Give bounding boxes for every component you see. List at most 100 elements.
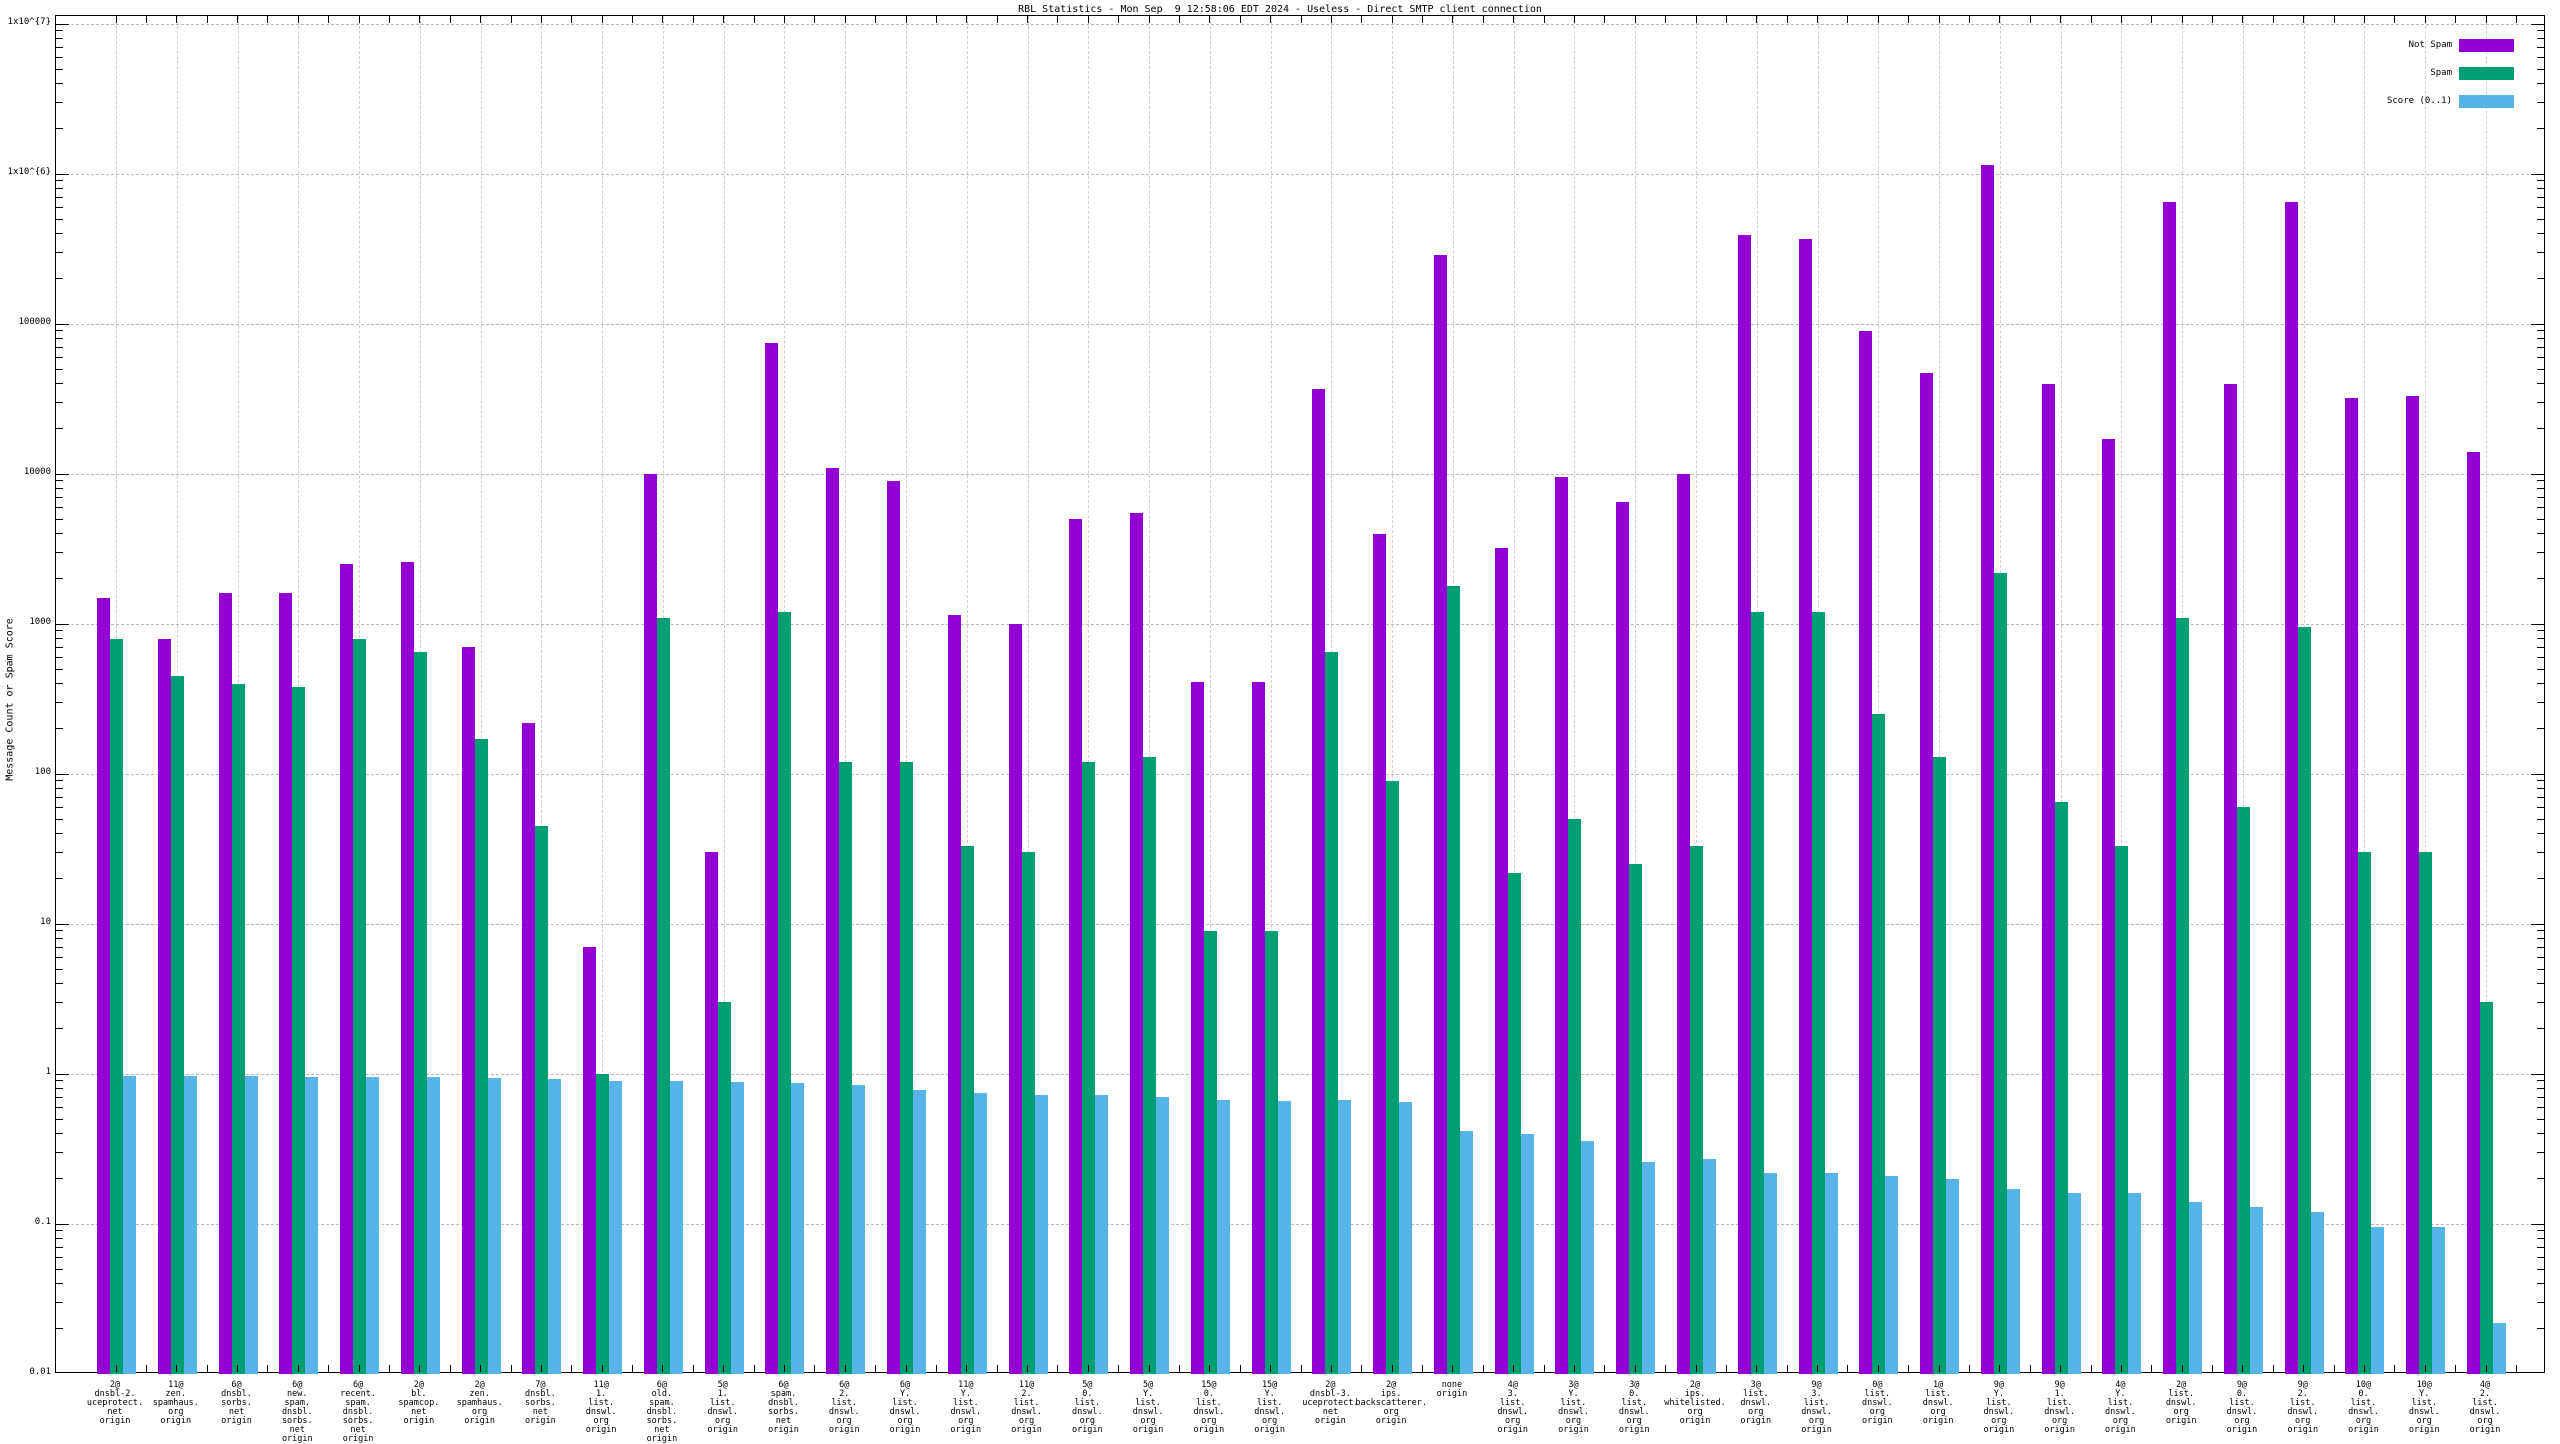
bar-score xyxy=(730,1082,744,1374)
y-minor-tick-left xyxy=(56,701,63,703)
y-minor-tick-right xyxy=(2537,1106,2544,1108)
x-tick-label: 1@ list. dnswl. org origin xyxy=(1922,1380,1954,1426)
bar-not-spam xyxy=(1555,477,1569,1374)
x-tick-label: 2@ list. dnswl. org origin xyxy=(2165,1380,2197,1426)
gridline-vertical xyxy=(2121,16,2123,1372)
x-tick-bottom xyxy=(2212,1365,2214,1372)
y-minor-tick-left xyxy=(56,668,63,670)
y-minor-tick-right xyxy=(2537,128,2544,130)
y-minor-tick-right xyxy=(2537,46,2544,48)
bar-not-spam xyxy=(1069,519,1083,1374)
y-minor-tick-right xyxy=(2537,206,2544,208)
x-tick-label: 11@ 2. list. dnswl. org origin xyxy=(1011,1380,1042,1435)
bar-score xyxy=(1763,1172,1777,1374)
x-tick-top xyxy=(996,16,998,23)
gridline-vertical xyxy=(845,16,847,1372)
bar-score xyxy=(1581,1140,1595,1374)
bar-spam xyxy=(1264,930,1278,1374)
y-minor-tick-left xyxy=(56,196,63,198)
x-tick-bottom xyxy=(2424,1365,2426,1372)
x-tick-top xyxy=(1209,16,1211,23)
x-tick-label: none origin xyxy=(1436,1380,1468,1399)
bar-not-spam xyxy=(947,614,961,1374)
bar-spam xyxy=(717,1002,731,1374)
x-tick-label: 5@ 1. list. dnswl. org origin xyxy=(707,1380,739,1435)
x-tick-bottom xyxy=(1786,1365,1788,1372)
x-tick-top xyxy=(1543,16,1545,23)
x-tick-bottom xyxy=(1847,1365,1849,1372)
x-tick-bottom xyxy=(1999,1365,2001,1372)
y-minor-tick-left xyxy=(56,68,63,70)
x-tick-label: 11@ 1. list. dnswl. org origin xyxy=(585,1380,617,1435)
bar-not-spam xyxy=(461,647,475,1374)
x-tick-top xyxy=(2060,16,2062,23)
x-tick-top xyxy=(1786,16,1788,23)
x-tick-label: 9@ 2. list. dnswl. org origin xyxy=(2287,1380,2319,1435)
x-tick-top xyxy=(1817,16,1819,23)
bar-spam xyxy=(535,826,549,1374)
x-tick-bottom xyxy=(2151,1365,2153,1372)
gridline-horizontal xyxy=(56,624,2544,625)
x-tick-top xyxy=(662,16,664,23)
y-major-tick-right xyxy=(2531,923,2544,925)
y-major-tick-left xyxy=(56,23,69,25)
y-minor-tick-left xyxy=(56,578,63,580)
bar-not-spam xyxy=(1737,235,1751,1374)
x-tick-bottom xyxy=(1573,1365,1575,1372)
bar-not-spam xyxy=(340,564,354,1374)
bar-not-spam xyxy=(2163,202,2177,1374)
gridline-vertical xyxy=(1878,16,1880,1372)
x-tick-top xyxy=(2303,16,2305,23)
y-minor-tick-left xyxy=(56,1178,63,1180)
bar-spam xyxy=(2358,852,2372,1374)
x-tick-bottom xyxy=(2363,1365,2365,1372)
y-minor-tick-left xyxy=(56,488,63,490)
x-tick-bottom xyxy=(692,1365,694,1372)
bar-not-spam xyxy=(218,593,232,1374)
bar-score xyxy=(548,1078,562,1374)
x-tick-bottom xyxy=(1391,1365,1393,1372)
x-tick-bottom xyxy=(753,1365,755,1372)
x-tick-bottom xyxy=(419,1365,421,1372)
x-tick-label: 9@ Y. list. dnswl. org origin xyxy=(1983,1380,2015,1435)
y-minor-tick-right xyxy=(2537,788,2544,790)
y-minor-tick-right xyxy=(2537,428,2544,430)
bar-spam xyxy=(1690,846,1704,1374)
y-minor-tick-right xyxy=(2537,1151,2544,1153)
bar-not-spam xyxy=(643,474,657,1374)
bar-score xyxy=(2249,1206,2263,1374)
bar-score xyxy=(913,1090,926,1374)
y-minor-tick-right xyxy=(2537,938,2544,940)
y-minor-tick-left xyxy=(56,518,63,520)
y-minor-tick-right xyxy=(2537,1096,2544,1098)
x-tick-bottom xyxy=(237,1365,239,1372)
y-minor-tick-right xyxy=(2537,1118,2544,1120)
x-tick-bottom xyxy=(1452,1365,1454,1372)
bar-spam xyxy=(231,683,245,1374)
x-tick-bottom xyxy=(2455,1365,2457,1372)
bar-spam xyxy=(596,1074,610,1374)
bar-score xyxy=(2432,1227,2446,1374)
y-minor-tick-left xyxy=(56,533,63,535)
y-minor-tick-left xyxy=(56,338,63,340)
bar-not-spam xyxy=(2406,396,2420,1374)
gridline-vertical xyxy=(1027,16,1029,1372)
x-tick-bottom xyxy=(1239,1365,1241,1372)
legend-swatch-not-spam xyxy=(2459,39,2514,52)
x-tick-top xyxy=(1087,16,1089,23)
bar-spam xyxy=(839,762,853,1374)
y-minor-tick-left xyxy=(56,188,63,190)
y-minor-tick-right xyxy=(2537,796,2544,798)
gridline-vertical xyxy=(906,16,907,1372)
y-minor-tick-right xyxy=(2537,1256,2544,1258)
x-tick-label: 9@ 0. list. dnswl. org origin xyxy=(2226,1380,2258,1435)
x-tick-top xyxy=(601,16,603,23)
x-tick-label: 6@ spam. dnsbl. sorbs. net origin xyxy=(768,1380,799,1435)
x-tick-bottom xyxy=(1209,1365,1211,1372)
bar-not-spam xyxy=(1373,533,1387,1374)
gridline-vertical xyxy=(966,16,968,1372)
bar-not-spam xyxy=(2345,398,2359,1374)
gridline-vertical xyxy=(602,16,604,1372)
x-tick-top xyxy=(1027,16,1029,23)
gridline-horizontal xyxy=(56,24,2544,25)
